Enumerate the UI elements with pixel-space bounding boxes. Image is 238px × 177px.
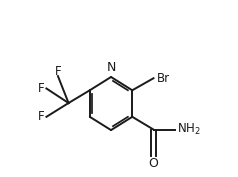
Text: O: O bbox=[149, 157, 159, 170]
Text: F: F bbox=[38, 82, 45, 95]
Text: F: F bbox=[38, 110, 45, 123]
Text: N: N bbox=[106, 61, 116, 74]
Text: NH$_2$: NH$_2$ bbox=[177, 122, 200, 137]
Text: Br: Br bbox=[157, 72, 170, 85]
Text: F: F bbox=[55, 65, 61, 78]
